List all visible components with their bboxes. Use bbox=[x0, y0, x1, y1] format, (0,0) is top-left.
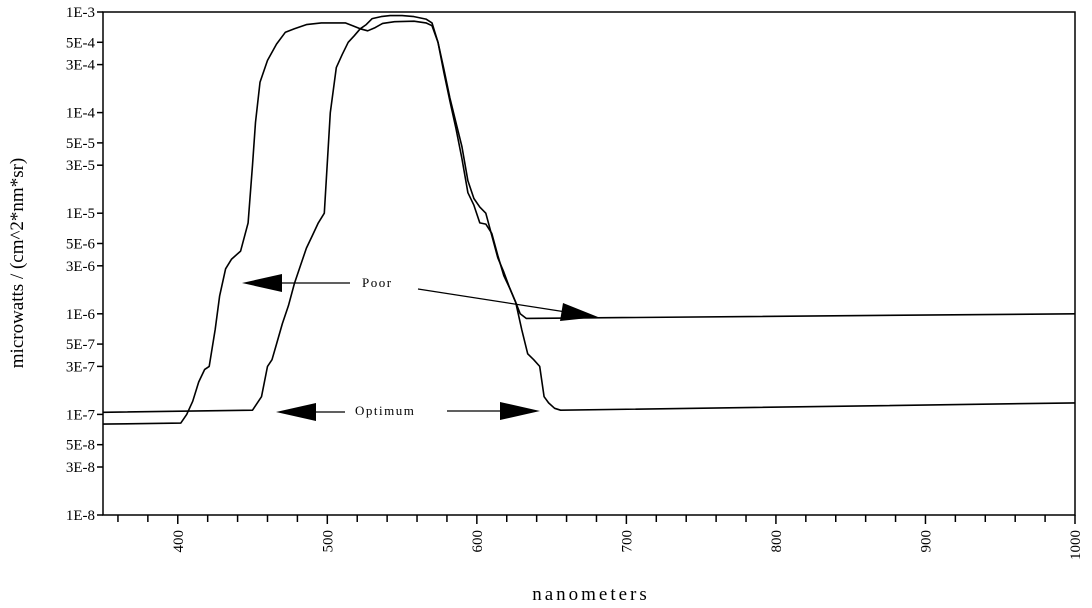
poor-arrow-left-head bbox=[242, 274, 282, 292]
y-tick-label-10: 5E-7 bbox=[66, 337, 96, 353]
series-layer bbox=[102, 14, 1076, 425]
y-tick-label-0: 1E-3 bbox=[66, 5, 95, 21]
x-tick-label-1: 500 bbox=[320, 530, 336, 553]
y-tick-label-14: 3E-8 bbox=[66, 460, 95, 476]
y-tick-label-8: 3E-6 bbox=[66, 259, 96, 275]
y-tick-label-7: 5E-6 bbox=[66, 236, 96, 252]
x-tick-label-5: 900 bbox=[918, 530, 934, 553]
optimum-arrow-right-head bbox=[500, 402, 540, 420]
poor-arrow-right-shaft bbox=[417, 288, 567, 313]
plot-frame bbox=[102, 11, 1076, 516]
optimum-arrow-left-head bbox=[276, 403, 316, 421]
poor-arrow-right-head bbox=[560, 303, 598, 321]
y-tick-label-1: 5E-4 bbox=[66, 35, 96, 51]
y-tick-label-5: 3E-5 bbox=[66, 158, 95, 174]
y-tick-label-13: 5E-8 bbox=[66, 438, 95, 454]
y-axis: 1E-3 5E-4 3E-4 1E-4 5E-5 3E-5 1E-5 5E-6 3E-6 1E-6… bbox=[66, 5, 103, 524]
annotation-poor: Poor bbox=[362, 275, 393, 290]
x-tick-label-6: 1000 bbox=[1068, 530, 1084, 560]
x-tick-label-0: 400 bbox=[171, 530, 187, 553]
y-tick-label-6: 1E-5 bbox=[66, 206, 95, 222]
y-tick-label-4: 5E-5 bbox=[66, 136, 95, 152]
x-tick-label-2: 600 bbox=[470, 530, 486, 553]
y-tick-label-9: 1E-6 bbox=[66, 307, 96, 323]
x-axis: 400 500 600 700 800 900 1000 bbox=[117, 515, 1084, 560]
x-tick-label-3: 700 bbox=[619, 530, 635, 553]
y-tick-label-2: 3E-4 bbox=[66, 58, 96, 74]
annotation-layer: Poor Optimum bbox=[242, 274, 598, 421]
x-tick-label-4: 800 bbox=[769, 530, 785, 553]
y-tick-label-15: 1E-8 bbox=[66, 508, 95, 524]
x-axis-title: nanometers bbox=[532, 584, 650, 605]
annotation-optimum: Optimum bbox=[355, 403, 415, 418]
series-line-1 bbox=[102, 14, 1076, 414]
y-tick-label-11: 3E-7 bbox=[66, 359, 96, 375]
y-tick-label-3: 1E-4 bbox=[66, 106, 96, 122]
y-axis-title: microwatts / (cm^2*nm*sr) bbox=[7, 158, 28, 368]
y-tick-label-12: 1E-7 bbox=[66, 407, 96, 423]
series-line-0 bbox=[102, 20, 1076, 425]
